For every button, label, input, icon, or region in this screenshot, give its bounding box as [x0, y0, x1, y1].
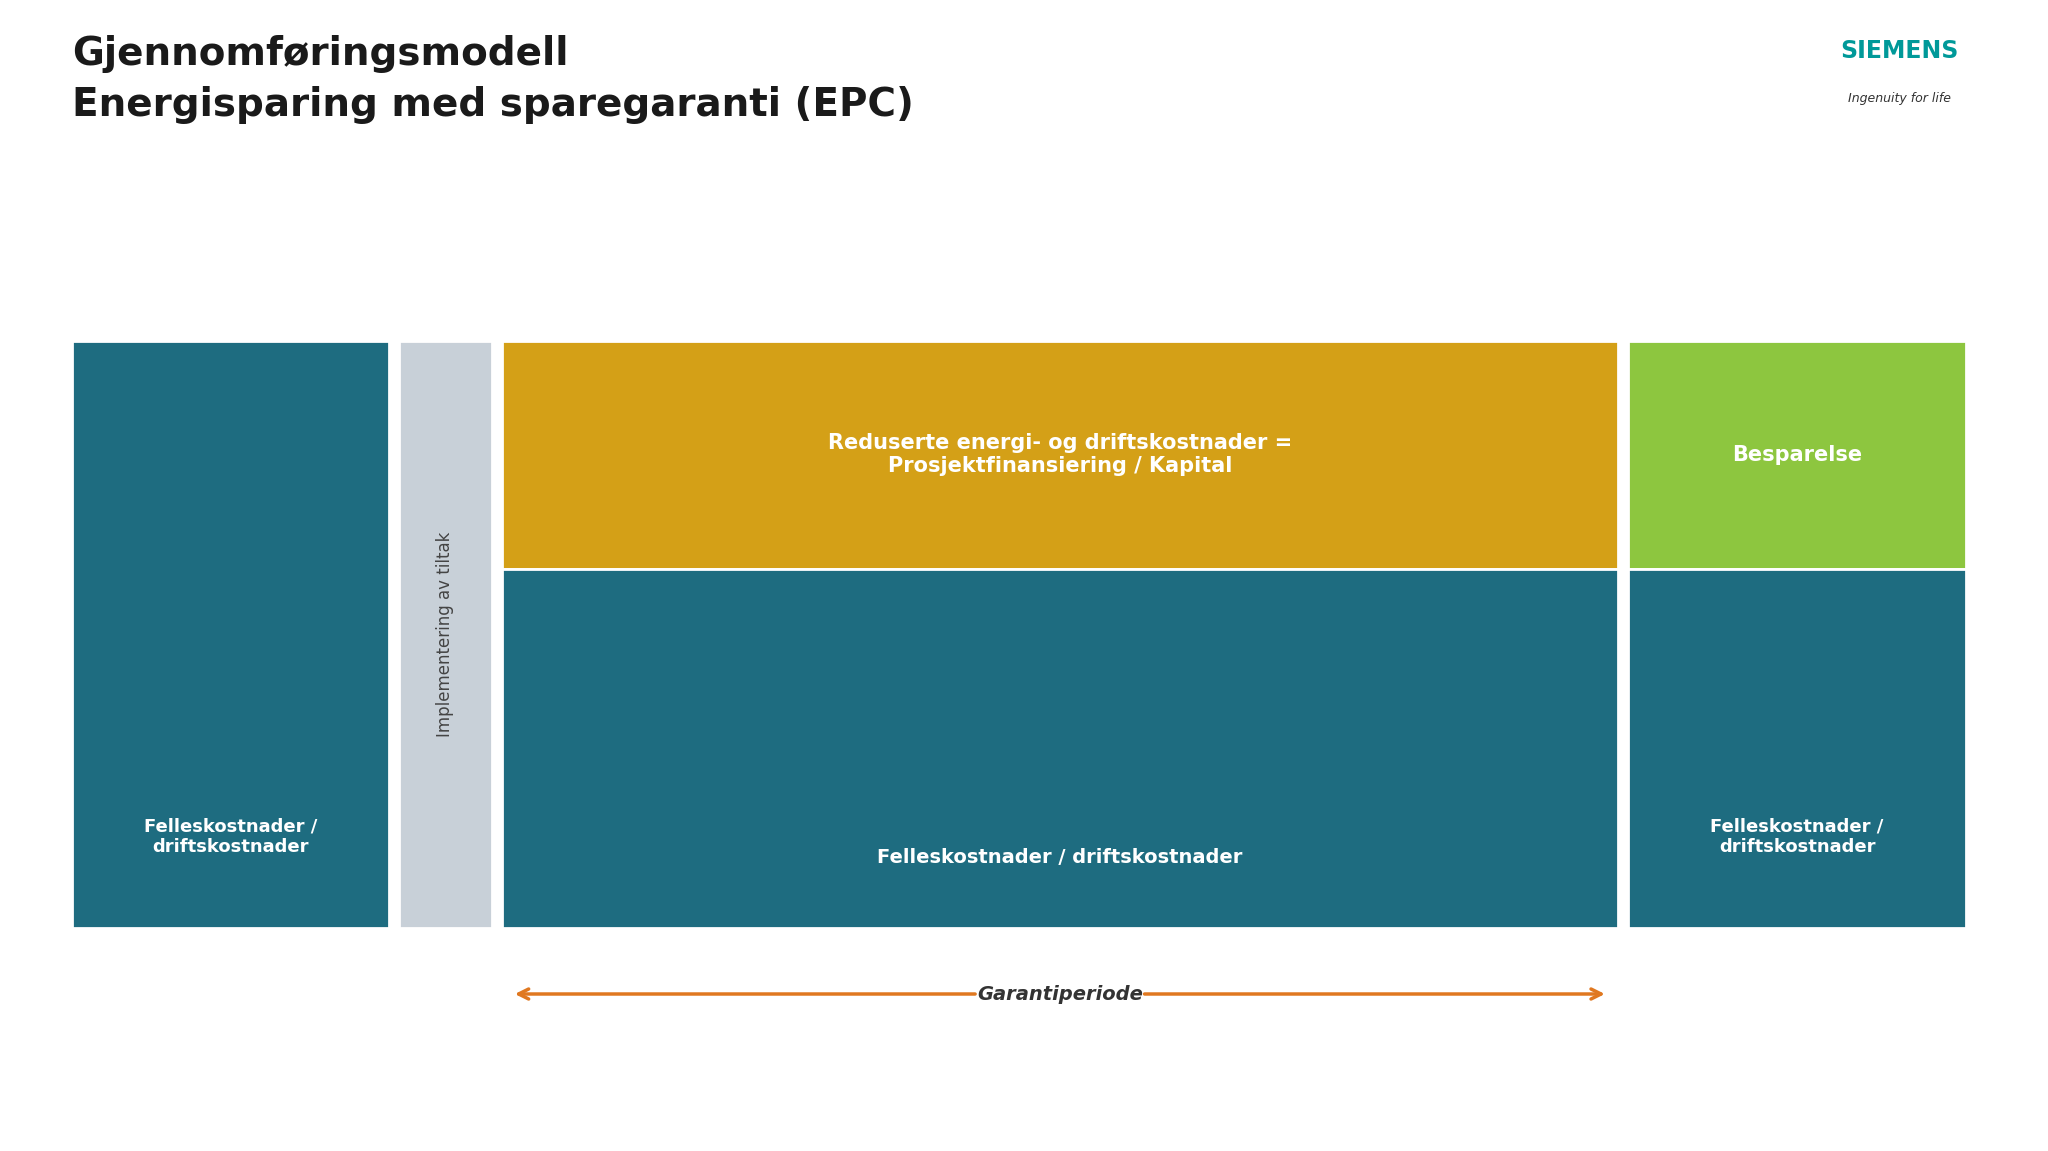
FancyBboxPatch shape [502, 569, 1618, 928]
FancyBboxPatch shape [399, 341, 492, 928]
Text: Implementering av tiltak: Implementering av tiltak [436, 532, 455, 737]
Text: Felleskostnader /
driftskostnader: Felleskostnader / driftskostnader [1710, 817, 1884, 856]
Text: Felleskostnader /
driftskostnader: Felleskostnader / driftskostnader [143, 817, 317, 856]
FancyBboxPatch shape [502, 341, 1618, 569]
Text: Felleskostnader / driftskostnader: Felleskostnader / driftskostnader [877, 848, 1243, 867]
FancyBboxPatch shape [72, 341, 389, 928]
Text: Ingenuity for life: Ingenuity for life [1847, 92, 1952, 105]
FancyBboxPatch shape [1628, 569, 1966, 928]
Text: SIEMENS: SIEMENS [1841, 39, 1958, 63]
FancyBboxPatch shape [1628, 341, 1966, 569]
Text: Besparelse: Besparelse [1733, 444, 1862, 465]
Text: Garantiperiode: Garantiperiode [977, 984, 1143, 1004]
Text: Gjennomføringsmodell: Gjennomføringsmodell [72, 35, 567, 73]
Text: Energisparing med sparegaranti (EPC): Energisparing med sparegaranti (EPC) [72, 85, 913, 123]
Text: Reduserte energi- og driftskostnader =
Prosjektfinansiering / Kapital: Reduserte energi- og driftskostnader = P… [827, 433, 1292, 477]
